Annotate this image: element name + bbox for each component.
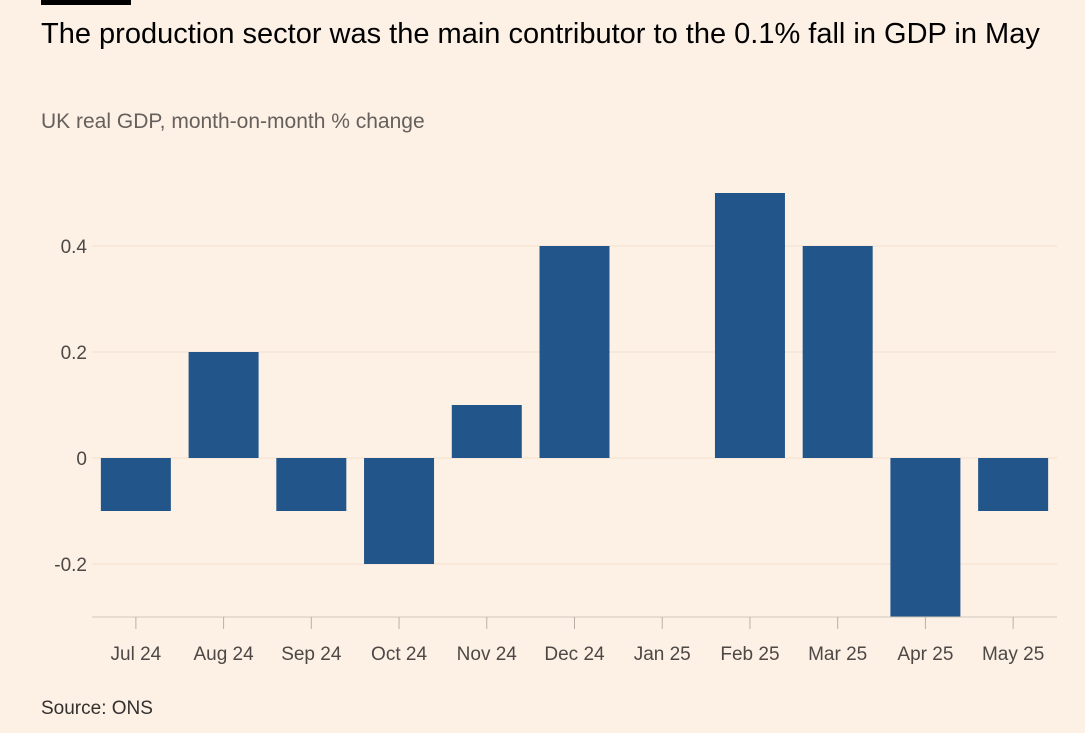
brand-bar <box>41 0 131 5</box>
x-tick-label: Oct 24 <box>371 644 427 665</box>
bar <box>714 193 785 458</box>
bar <box>802 246 873 458</box>
y-tick-label: 0.4 <box>61 237 88 258</box>
x-tick-label: Apr 25 <box>897 644 953 665</box>
x-tick-label: Sep 24 <box>281 644 342 665</box>
x-tick-label: Aug 24 <box>193 644 254 665</box>
bar <box>890 458 961 617</box>
bar <box>451 405 522 458</box>
bars <box>100 193 1049 617</box>
bar <box>188 352 259 458</box>
bar <box>100 458 171 511</box>
bar <box>276 458 347 511</box>
y-tick-label: -0.2 <box>54 555 87 576</box>
x-tick-label: Jul 24 <box>111 644 162 665</box>
source-note: Source: ONS <box>41 698 153 719</box>
x-tick-label: Mar 25 <box>808 644 867 665</box>
y-tick-label: 0 <box>76 449 87 470</box>
x-tick-label: Feb 25 <box>720 644 779 665</box>
x-tick-label: May 25 <box>982 644 1044 665</box>
x-axis: Jul 24 Aug 24 Sep 24 Oct 24 Nov 24 Dec 24 Jan … <box>92 616 1057 665</box>
x-tick-label: Dec 24 <box>544 644 605 665</box>
chart-title: The production sector was the main contr… <box>41 18 1040 50</box>
bar <box>364 458 435 564</box>
x-tick-label: Nov 24 <box>457 644 518 665</box>
x-tick-label: Jan 25 <box>634 644 691 665</box>
chart-subtitle: UK real GDP, month-on-month % change <box>41 110 425 133</box>
bar <box>978 458 1049 511</box>
bar <box>539 246 610 458</box>
y-tick-label: 0.2 <box>61 343 87 364</box>
y-axis-ticks: -0.2 0 0.2 0.4 <box>54 237 87 576</box>
